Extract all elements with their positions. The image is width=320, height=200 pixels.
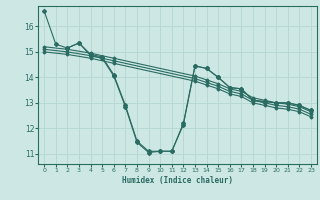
X-axis label: Humidex (Indice chaleur): Humidex (Indice chaleur) bbox=[122, 176, 233, 185]
